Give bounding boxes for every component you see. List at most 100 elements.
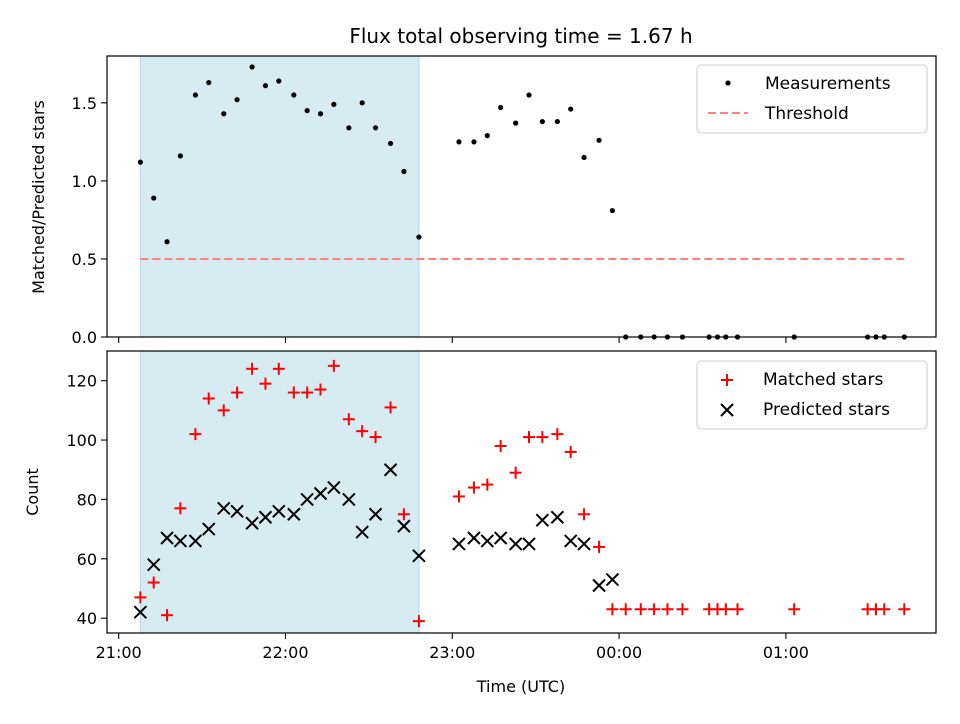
- measurement-point: [234, 97, 240, 103]
- matched-stars-point: [342, 413, 355, 426]
- legend-measurements-marker: [725, 80, 731, 86]
- predicted-stars-point: [342, 492, 356, 507]
- measurement-point: [526, 92, 532, 98]
- predicted-stars-point: [480, 534, 495, 548]
- matched-stars-point: [161, 609, 174, 622]
- matched-stars-point: [523, 431, 536, 444]
- x-tick-label: 21:00: [96, 643, 142, 662]
- y-tick-label: 100: [66, 431, 97, 450]
- predicted-stars-point: [287, 507, 301, 521]
- predicted-stars-point: [563, 534, 578, 548]
- predicted-stars-point: [605, 572, 620, 587]
- matched-stars-point: [593, 540, 606, 553]
- measurement-point: [249, 64, 255, 70]
- matched-stars-point: [648, 603, 661, 616]
- measurement-point: [151, 195, 157, 201]
- y-tick-label: 0.0: [72, 328, 97, 347]
- measurement-point: [346, 125, 352, 131]
- matched-stars-point: [494, 439, 507, 452]
- legend-matched-marker: [721, 374, 733, 386]
- predicted-stars-point: [493, 531, 508, 545]
- matched-stars-point: [788, 603, 801, 616]
- matched-stars-point: [397, 508, 410, 521]
- matched-stars-point: [356, 425, 369, 438]
- y-tick-label: 120: [66, 372, 97, 391]
- y-tick-label: 1.0: [72, 172, 97, 191]
- ratio-legend: Measurements Threshold: [696, 64, 928, 134]
- matched-stars-point: [272, 362, 285, 375]
- matched-stars-point: [327, 359, 340, 372]
- measurement-point: [359, 100, 365, 106]
- matched-stars-point: [898, 603, 911, 616]
- measurement-point: [276, 78, 282, 84]
- measurement-point: [401, 168, 407, 175]
- measurement-point: [568, 106, 574, 112]
- measurement-point: [539, 118, 545, 125]
- predicted-stars-point: [355, 525, 369, 539]
- matched-stars-point: [606, 603, 619, 616]
- measurement-point: [331, 101, 337, 107]
- matched-stars-point: [259, 377, 272, 390]
- matched-stars-point: [564, 445, 577, 458]
- predicted-stars-point: [230, 504, 244, 519]
- measurement-point: [596, 137, 602, 143]
- predicted-stars-point: [508, 537, 523, 551]
- matched-stars-point: [301, 386, 314, 399]
- matched-stars-point: [467, 481, 480, 494]
- measurement-point: [387, 140, 394, 147]
- matched-stars-point: [509, 466, 522, 479]
- matched-stars-point: [202, 392, 215, 405]
- matched-stars-point: [634, 603, 647, 616]
- y-tick-label: 40: [77, 609, 97, 628]
- panel-count-frame: [106, 350, 937, 634]
- predicted-stars-point: [133, 605, 148, 619]
- matched-stars-point: [314, 383, 327, 396]
- measurement-point: [221, 111, 227, 117]
- predicted-stars-point: [383, 463, 398, 477]
- matched-stars-point: [287, 386, 300, 399]
- predicted-stars-point: [188, 534, 203, 548]
- matched-stars-point: [384, 401, 397, 414]
- matched-stars-point: [412, 615, 425, 628]
- measurement-point: [609, 207, 616, 214]
- panel-ratio: 0.0 0.5 1.0 1.5 Matched/Predicted stars Mea…: [29, 55, 937, 347]
- measurement-point: [484, 133, 490, 139]
- x-axis-label: Time (UTC): [476, 677, 565, 696]
- matched-stars-point: [551, 428, 564, 441]
- predicted-stars-point: [522, 537, 536, 551]
- predicted-stars-point: [300, 492, 314, 507]
- x-tick-label: 23:00: [429, 643, 475, 662]
- matched-stars-point: [878, 603, 891, 616]
- matched-stars-point: [452, 490, 465, 503]
- measurement-point: [177, 153, 183, 159]
- predicted-stars-point: [327, 480, 341, 495]
- measurement-point: [581, 154, 587, 161]
- measurement-point: [372, 125, 379, 131]
- matched-stars-point: [369, 431, 382, 444]
- measurement-point: [291, 92, 297, 98]
- measurement-point: [513, 120, 519, 126]
- predicted-stars-point: [173, 534, 188, 548]
- predicted-stars-point: [397, 519, 411, 533]
- matched-stars-point: [134, 591, 147, 604]
- predicted-stars-point: [467, 531, 481, 545]
- matched-stars-point: [147, 576, 160, 589]
- ratio-y-axis-label: Matched/Predicted stars: [29, 100, 48, 294]
- matched-stars-point: [731, 603, 744, 616]
- x-tick-label: 01:00: [763, 643, 809, 662]
- matched-stars-point: [619, 603, 632, 616]
- legend-matched-label: Matched stars: [763, 370, 883, 390]
- panel-count: 40 60 80 100 120 21:00 22:00 23:00 00:00 01:00 C…: [23, 350, 937, 662]
- matched-stars-point: [217, 404, 230, 417]
- legend-predicted-marker: [720, 403, 734, 417]
- x-tick-label: 00:00: [596, 643, 642, 662]
- x-tick-label: 22:00: [262, 643, 308, 662]
- measurement-point: [554, 118, 560, 125]
- y-tick-label: 0.5: [72, 250, 97, 269]
- matched-stars-point: [246, 362, 259, 375]
- predicted-stars-point: [258, 510, 273, 524]
- legend-measurements-label: Measurements: [765, 74, 891, 94]
- measurement-point: [471, 139, 477, 145]
- matched-stars-point: [676, 603, 689, 616]
- predicted-stars-point: [202, 522, 216, 536]
